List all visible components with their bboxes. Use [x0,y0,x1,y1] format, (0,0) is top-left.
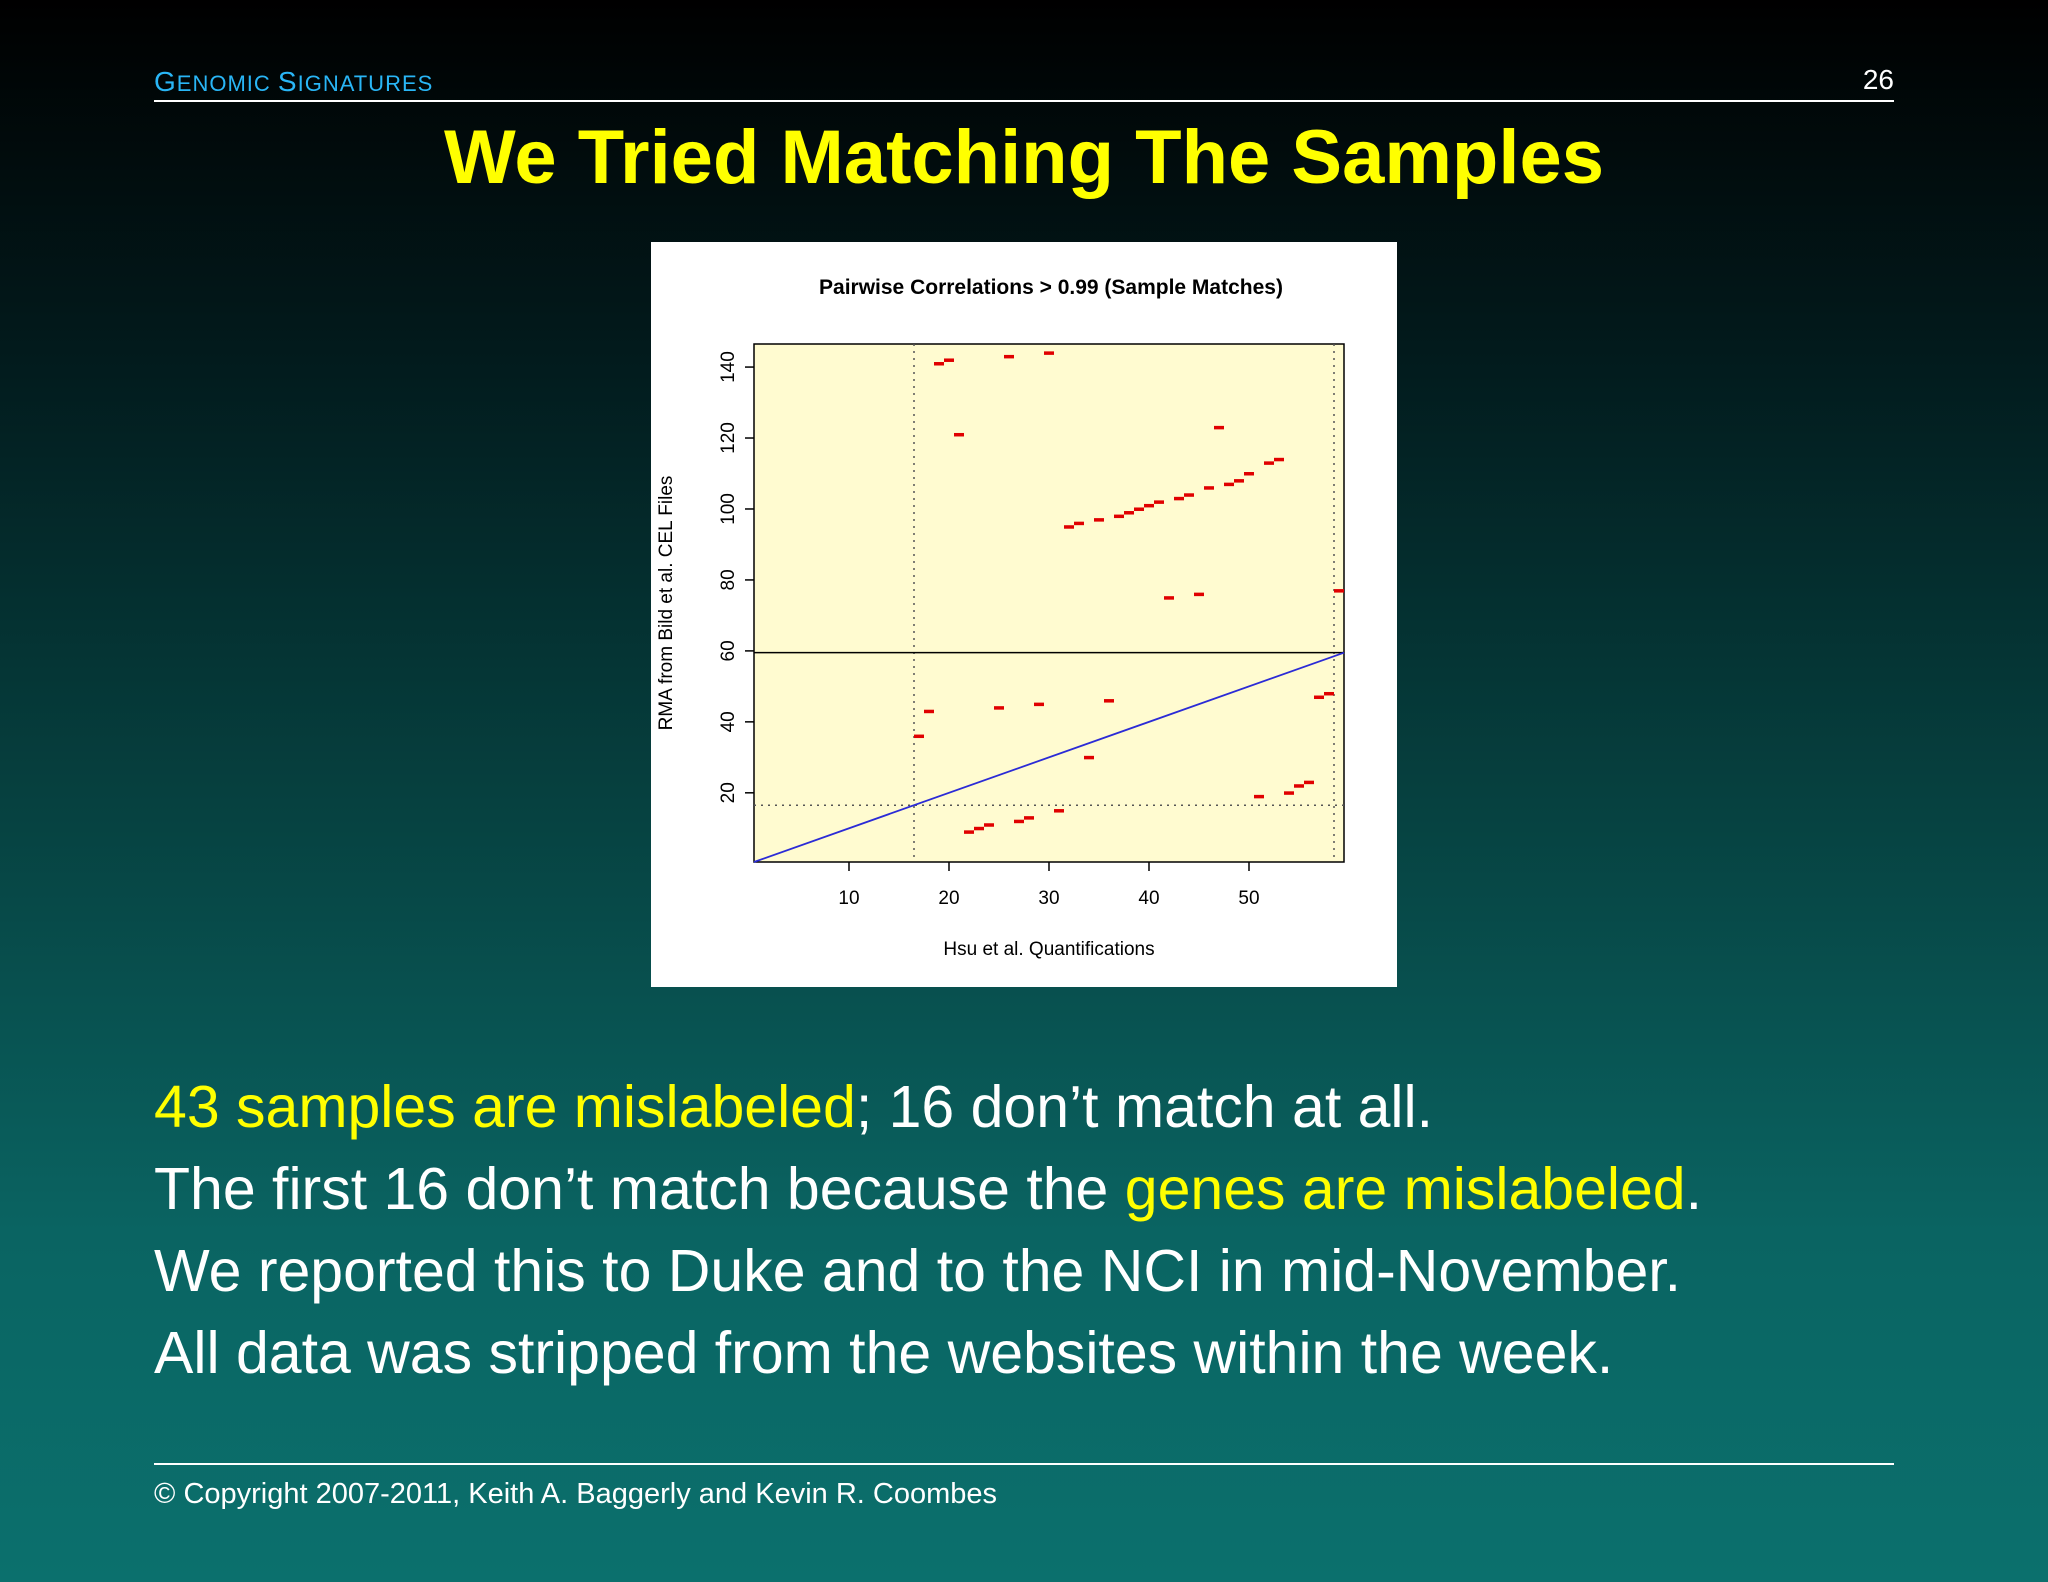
data-point [1104,699,1114,703]
y-tick-label: 120 [718,422,739,454]
data-point [1134,507,1144,511]
x-tick-label: 20 [938,888,959,909]
data-point [1044,351,1054,355]
footer-divider [154,1463,1894,1465]
data-point [934,362,944,366]
body-line-1: 43 samples are mislabeled; 16 don’t matc… [154,1074,1434,1140]
y-tick-label: 80 [718,569,739,590]
data-point [1114,514,1124,519]
slide-title: We Tried Matching The Samples [444,115,1604,200]
data-point [1034,702,1044,707]
chart-svg: Pairwise Correlations > 0.99 (Sample Mat… [656,276,1345,960]
x-tick-label: 50 [1238,888,1259,909]
diagonal-line [753,651,1345,863]
data-point [1194,592,1204,597]
x-tick-label: 10 [838,888,859,909]
x-tick-label: 30 [1038,888,1059,909]
data-point [914,734,924,739]
data-point [1184,493,1194,497]
data-point [944,358,954,362]
data-point [1254,794,1264,799]
body-line-3: We reported this to Duke and to the NCI … [154,1238,1682,1304]
data-point [1294,784,1304,788]
page-number: 26 [1862,64,1894,95]
data-point [1084,755,1094,760]
data-point [1334,589,1344,593]
scatter-chart: Pairwise Correlations > 0.99 (Sample Mat… [651,242,1397,987]
slide-body: 43 samples are mislabeled; 16 don’t matc… [154,1066,1702,1394]
copyright-symbol: © [154,1478,176,1510]
data-point [994,706,1004,710]
y-tick-label: 20 [718,782,739,803]
x-tick-label: 40 [1138,888,1159,909]
data-point [1054,809,1064,813]
y-tick-label: 100 [718,493,739,525]
data-point [1234,479,1244,483]
y-tick-label: 140 [718,351,739,383]
data-point [1094,518,1104,522]
data-point [984,823,994,827]
data-point [1314,695,1324,700]
data-points [914,351,1344,834]
reference-lines [753,344,1345,863]
data-point [1124,511,1134,515]
data-point [1154,500,1164,504]
body-line-4: All data was stripped from the websites … [154,1320,1614,1386]
section-title: Genomic Signatures [154,66,434,97]
data-point [1304,780,1314,785]
data-point [1174,496,1184,501]
data-point [1014,819,1024,824]
data-point [1164,596,1174,600]
plot-area [753,343,1345,863]
data-point [974,826,984,831]
highlight-text: 43 samples are mislabeled [154,1074,856,1140]
y-axis: 20 40 60 80 100 120 140 [718,351,754,803]
data-point [964,830,974,834]
x-axis-label: Hsu et al. Quantifications [943,939,1154,960]
data-point [1224,482,1234,487]
data-point [1144,503,1154,508]
y-tick-label: 60 [718,640,739,661]
data-point [1274,457,1284,462]
data-point [1064,525,1074,529]
chart-title: Pairwise Correlations > 0.99 (Sample Mat… [819,276,1283,299]
data-point [1204,486,1214,490]
data-point [1284,791,1294,795]
header-divider [154,100,1894,102]
data-point [1264,461,1274,465]
data-point [1214,425,1224,430]
data-point [1004,354,1014,359]
y-tick-label: 40 [718,711,739,732]
x-axis: 10 20 30 40 50 [838,862,1260,909]
data-point [1074,521,1084,526]
highlight-text: genes are mislabeled [1124,1156,1686,1222]
y-axis-label: RMA from Bild et al. CEL Files [656,476,677,731]
data-point [1324,691,1334,696]
footer: © Copyright 2007-2011, Keith A. Baggerly… [154,1478,997,1510]
body-line-2: The first 16 don’t match because the gen… [154,1156,1703,1222]
data-point [954,432,964,437]
data-point [1244,472,1254,476]
data-point [924,709,934,714]
data-point [1024,816,1034,820]
